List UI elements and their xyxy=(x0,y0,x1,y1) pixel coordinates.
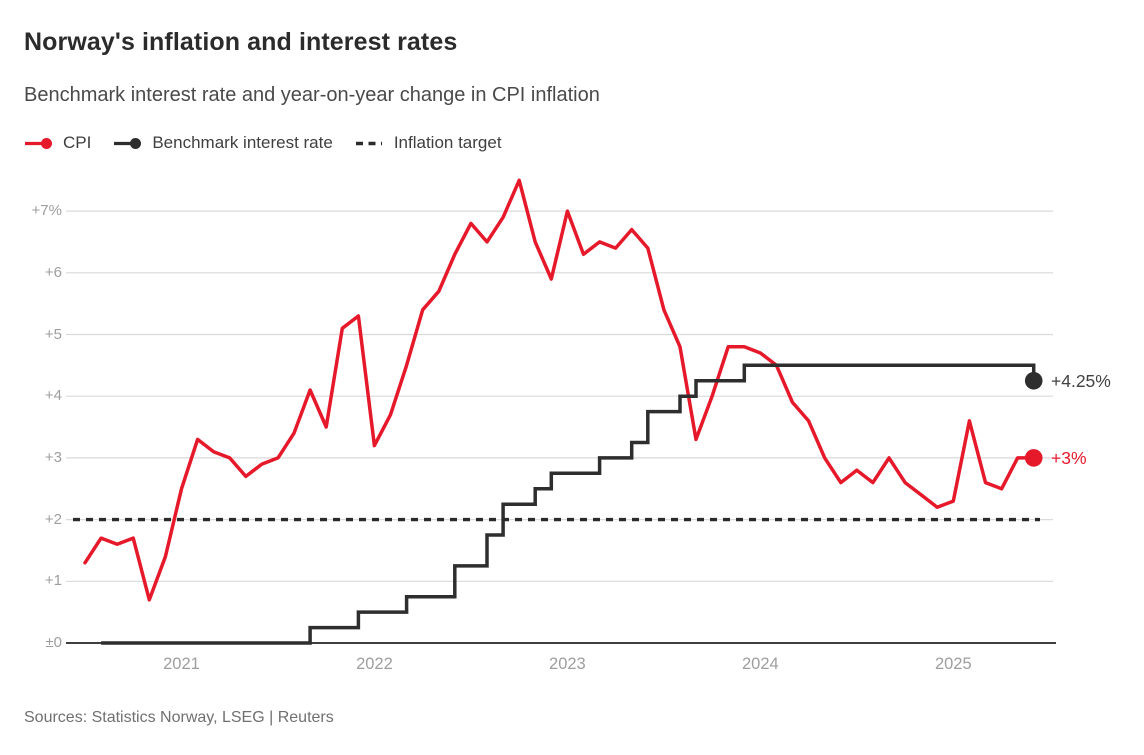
source-note: Sources: Statistics Norway, LSEG | Reute… xyxy=(24,709,334,726)
cpi-end-label: +3% xyxy=(1051,447,1087,468)
legend-label: Benchmark interest rate xyxy=(152,133,333,152)
x-axis-tick-label: 2021 xyxy=(163,655,200,673)
y-axis-tick-label: +6 xyxy=(44,263,62,281)
x-axis-tick-label: 2024 xyxy=(742,655,779,673)
chart-title: Norway's inflation and interest rates xyxy=(24,28,458,56)
legend-label: Inflation target xyxy=(393,133,502,152)
rate-end-label: +4.25% xyxy=(1051,370,1111,391)
dashed-line-icon xyxy=(355,141,382,145)
x-axis-tick-label: 2023 xyxy=(549,655,586,673)
chart-svg xyxy=(66,178,1056,645)
y-axis-tick-label: +7% xyxy=(31,202,62,220)
y-axis-tick-label: +5 xyxy=(44,325,62,343)
cpi-end-dot xyxy=(1024,449,1043,467)
legend-label: CPI xyxy=(63,133,92,152)
benchmark-rate-line xyxy=(101,363,1036,645)
legend: CPI Benchmark interest rate Inflation targ… xyxy=(24,133,502,153)
y-axis-tick-label: +2 xyxy=(44,510,62,528)
line-dot-icon xyxy=(25,137,52,149)
y-axis-tick-label: ±0 xyxy=(45,634,62,651)
legend-item: CPI xyxy=(24,133,91,153)
legend-item: Benchmark interest rate xyxy=(113,133,333,153)
line-dot-icon xyxy=(114,137,142,149)
benchmark-rate-end-dot xyxy=(1024,371,1043,390)
plot-area: +7% +6 +5 +4 +3 +2 +1 ±0 2021 2022 2023 2024 2025 +3%… xyxy=(0,168,1144,688)
y-axis-tick-label: +3 xyxy=(44,448,62,466)
x-axis-tick-label: 2022 xyxy=(356,655,393,673)
legend-item: Inflation target xyxy=(355,133,502,153)
cpi-line xyxy=(83,178,1036,602)
x-axis-tick-label: 2025 xyxy=(934,655,972,673)
y-axis-tick-label: +4 xyxy=(44,387,62,405)
y-axis-tick-label: +1 xyxy=(44,572,62,590)
chart-subtitle: Benchmark interest rate and year-on-year… xyxy=(24,84,600,106)
